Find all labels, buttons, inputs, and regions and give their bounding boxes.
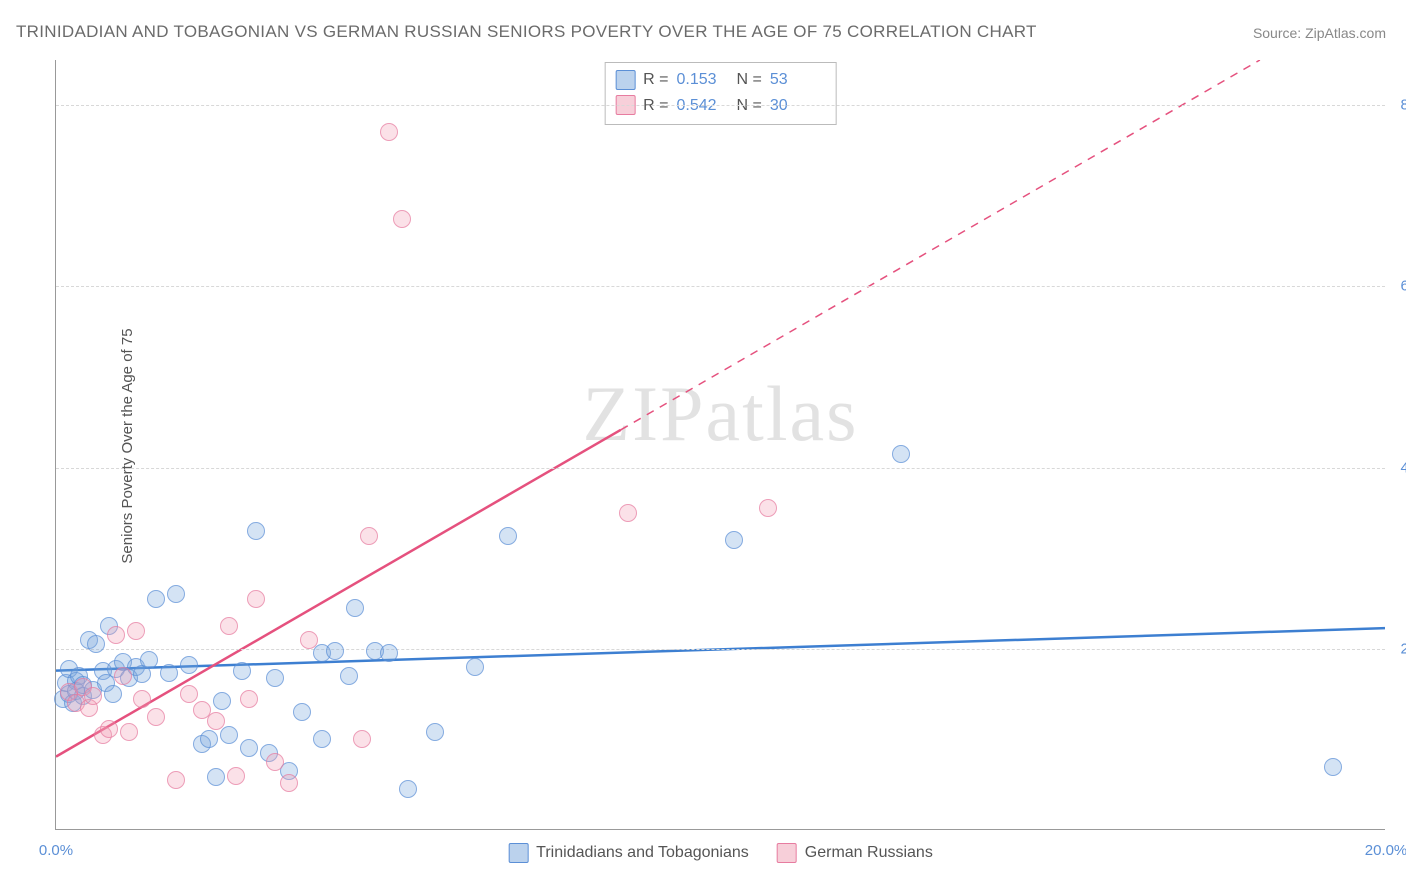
legend-label-s1: Trinidadians and Tobagonians xyxy=(536,844,749,862)
data-point xyxy=(140,651,158,669)
data-point xyxy=(120,723,138,741)
scatter-plot-area: ZIPatlas R = 0.153 N = 53 R = 0.542 N = … xyxy=(55,60,1385,830)
data-point xyxy=(147,708,165,726)
gridline xyxy=(56,649,1385,650)
data-point xyxy=(1324,758,1342,776)
legend-label-s2: German Russians xyxy=(805,844,933,862)
data-point xyxy=(207,712,225,730)
data-point xyxy=(725,531,743,549)
data-point xyxy=(393,210,411,228)
bottom-legend: Trinidadians and Tobagonians German Russ… xyxy=(508,843,933,863)
swatch-s1 xyxy=(508,843,528,863)
data-point xyxy=(180,656,198,674)
stat-row-s1: R = 0.153 N = 53 xyxy=(615,67,822,93)
data-point xyxy=(247,590,265,608)
data-point xyxy=(346,599,364,617)
data-point xyxy=(266,753,284,771)
gridline xyxy=(56,286,1385,287)
data-point xyxy=(466,658,484,676)
y-tick-label: 20.0% xyxy=(1400,640,1406,657)
x-tick-label: 20.0% xyxy=(1365,842,1406,859)
r-value-s1: 0.153 xyxy=(677,67,729,93)
data-point xyxy=(499,527,517,545)
data-point xyxy=(220,617,238,635)
data-point xyxy=(160,664,178,682)
data-point xyxy=(300,631,318,649)
data-point xyxy=(167,771,185,789)
data-point xyxy=(220,726,238,744)
data-point xyxy=(100,720,118,738)
y-tick-label: 60.0% xyxy=(1400,278,1406,295)
data-point xyxy=(84,687,102,705)
data-point xyxy=(133,690,151,708)
legend-item-s2: German Russians xyxy=(777,843,933,863)
data-point xyxy=(87,635,105,653)
data-point xyxy=(127,622,145,640)
swatch-s2 xyxy=(777,843,797,863)
data-point xyxy=(227,767,245,785)
n-value-s1: 53 xyxy=(770,67,822,93)
data-point xyxy=(240,690,258,708)
r-label: R = xyxy=(643,67,668,93)
data-point xyxy=(892,445,910,463)
data-point xyxy=(240,739,258,757)
data-point xyxy=(200,730,218,748)
data-point xyxy=(340,667,358,685)
data-point xyxy=(167,585,185,603)
data-point xyxy=(380,644,398,662)
data-point xyxy=(266,669,284,687)
data-point xyxy=(293,703,311,721)
y-tick-label: 80.0% xyxy=(1400,97,1406,114)
data-point xyxy=(213,692,231,710)
watermark: ZIPatlas xyxy=(583,369,859,459)
data-point xyxy=(426,723,444,741)
data-point xyxy=(107,626,125,644)
data-point xyxy=(180,685,198,703)
legend-item-s1: Trinidadians and Tobagonians xyxy=(508,843,749,863)
data-point xyxy=(313,730,331,748)
data-point xyxy=(247,522,265,540)
data-point xyxy=(326,642,344,660)
data-point xyxy=(104,685,122,703)
data-point xyxy=(360,527,378,545)
gridline xyxy=(56,105,1385,106)
chart-title: TRINIDADIAN AND TOBAGONIAN VS GERMAN RUS… xyxy=(16,22,1037,42)
data-point xyxy=(207,768,225,786)
data-point xyxy=(380,123,398,141)
y-tick-label: 40.0% xyxy=(1400,459,1406,476)
data-point xyxy=(353,730,371,748)
n-label: N = xyxy=(737,67,762,93)
gridline xyxy=(56,468,1385,469)
x-tick-label: 0.0% xyxy=(39,842,73,859)
data-point xyxy=(280,774,298,792)
data-point xyxy=(114,667,132,685)
correlation-stats-box: R = 0.153 N = 53 R = 0.542 N = 30 xyxy=(604,62,837,125)
data-point xyxy=(619,504,637,522)
source-attribution: Source: ZipAtlas.com xyxy=(1253,25,1386,41)
data-point xyxy=(399,780,417,798)
swatch-s1 xyxy=(615,70,635,90)
data-point xyxy=(233,662,251,680)
data-point xyxy=(759,499,777,517)
data-point xyxy=(147,590,165,608)
trend-lines-svg xyxy=(56,60,1385,829)
